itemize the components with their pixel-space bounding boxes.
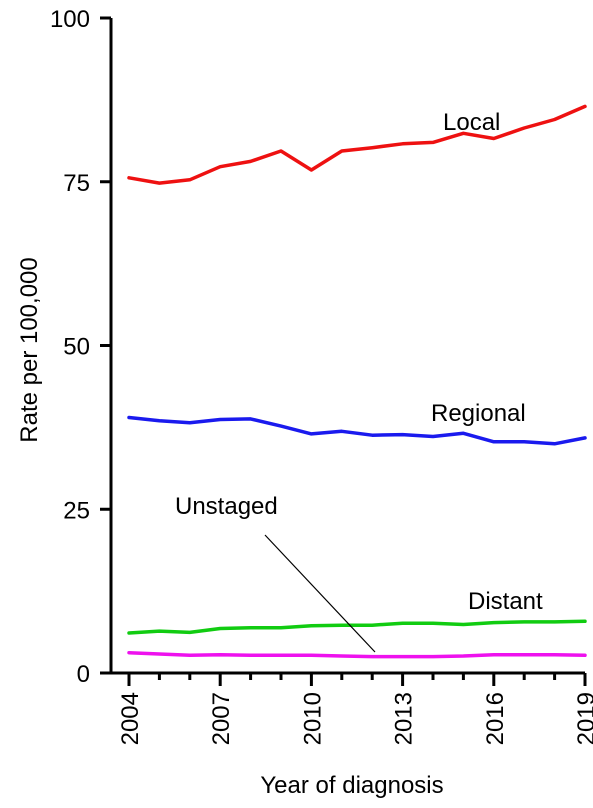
series-label-distant: Distant [468,588,543,615]
x-tick-label-2016: 2016 [482,692,509,745]
series-line-regional [127,415,587,446]
axes [109,18,585,675]
x-tick-label-2019: 2019 [573,692,593,745]
series-label-local: Local [443,109,500,136]
x-axis-label: Year of diagnosis [260,772,443,799]
x-tick-label-2010: 2010 [299,692,326,745]
series-line-distant [127,619,587,635]
x-ticks: 2004 2007 2010 2013 2016 2019 [117,673,593,745]
series-labels: Local Regional Distant Unstaged [175,109,543,615]
series-line-unstaged [127,650,587,659]
series-lines [127,104,587,659]
y-ticks: 0 25 50 75 100 [50,6,111,688]
y-tick-label-100: 100 [50,6,90,33]
series-label-regional: Regional [431,400,526,427]
series-label-unstaged: Unstaged [175,493,278,520]
x-tick-label-2004: 2004 [117,692,144,745]
series-line-local [127,104,587,185]
y-axis-label: Rate per 100,000 [16,257,43,442]
x-tick-label-2013: 2013 [391,692,418,745]
y-tick-label-0: 0 [77,661,90,688]
y-tick-label-50: 50 [63,334,90,361]
y-tick-label-75: 75 [63,170,90,197]
y-tick-label-25: 25 [63,497,90,524]
unstaged-leader-line [264,534,376,653]
x-tick-label-2007: 2007 [208,692,235,745]
